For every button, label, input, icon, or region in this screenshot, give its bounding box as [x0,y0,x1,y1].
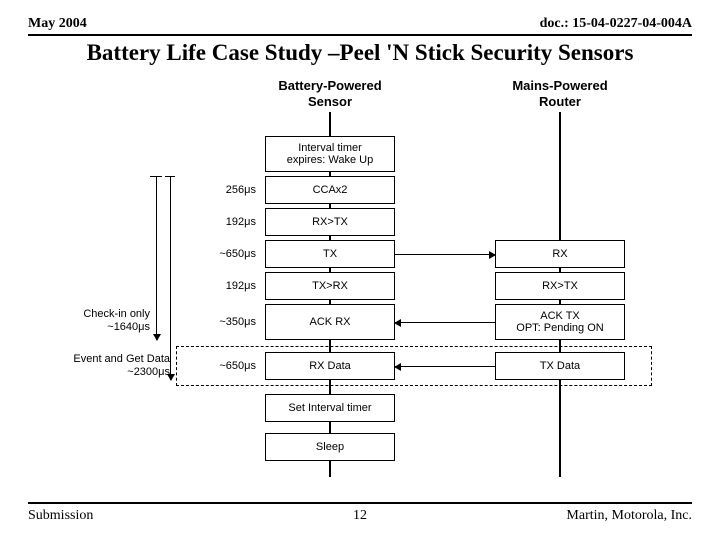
box-sensor-cca: CCAx2 [265,176,395,204]
time-row4: 192μs [170,280,256,292]
footer-right: Martin, Motorola, Inc. [566,508,692,524]
time-row3: ~650μs [170,248,256,260]
box-router-rxtx: RX>TX [495,272,625,300]
arrow-ack [395,322,495,323]
box-sensor-rxtx: RX>TX [265,208,395,236]
box-sensor-sleep: Sleep [265,433,395,461]
box-sensor-setinterval: Set Interval timer [265,394,395,422]
event-range [170,176,171,380]
dashed-opt-region [176,346,652,386]
arrow-tx-rx [395,254,495,255]
footer-rule [28,502,692,504]
header-date: May 2004 [28,16,87,32]
time-row2: 192μs [170,216,256,228]
box-sensor-ackrx: ACK RX [265,304,395,340]
header-rule [28,34,692,36]
time-row5: ~350μs [170,316,256,328]
box-router-acktx: ACK TX OPT: Pending ON [495,304,625,340]
box-sensor-txrx: TX>RX [265,272,395,300]
page-title: Battery Life Case Study –Peel 'N Stick S… [0,40,720,66]
anno-event: Event and Get Data ~2300μs [30,353,170,379]
box-sensor-tx: TX [265,240,395,268]
time-row1: 256μs [170,184,256,196]
checkin-range [156,176,157,340]
sensor-column-header: Battery-Powered Sensor [265,78,395,109]
header-doc: doc.: 15-04-0227-04-004A [540,16,692,32]
sequence-diagram: Battery-Powered Sensor Mains-Powered Rou… [0,78,720,490]
router-column-header: Mains-Powered Router [495,78,625,109]
box-sensor-wakeup: Interval timer expires: Wake Up [265,136,395,172]
anno-checkin: Check-in only ~1640μs [30,308,150,334]
box-router-rx: RX [495,240,625,268]
